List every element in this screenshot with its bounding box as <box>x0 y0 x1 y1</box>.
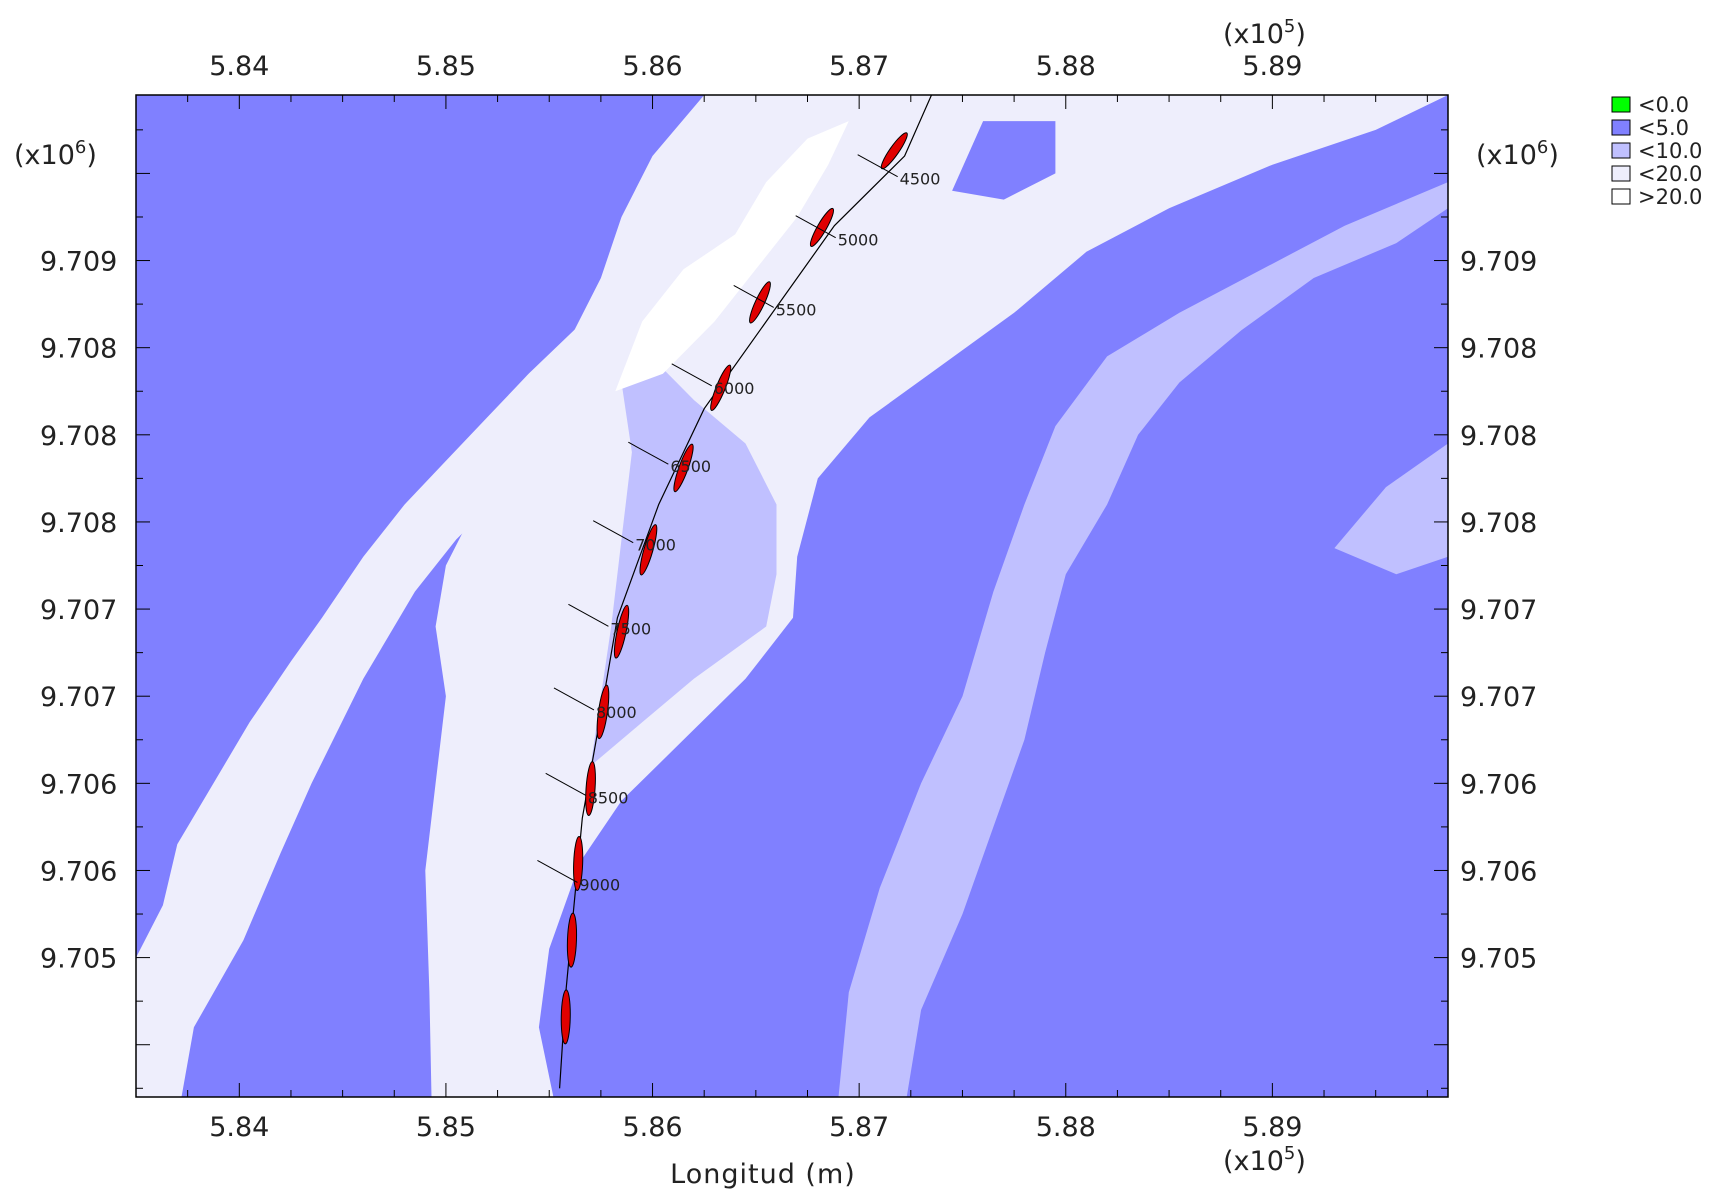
x-tick-label-bottom: 5.85 <box>416 1112 476 1143</box>
chainage-tick <box>568 603 609 627</box>
x-tick-label-bottom: 5.87 <box>829 1112 889 1143</box>
axis-multipliers: (x105) (x105) (x106) (x106) <box>14 16 1559 1177</box>
chainage-label: 5500 <box>776 300 817 319</box>
chainage-tick <box>537 860 578 883</box>
y-tick-label-right: 9.707 <box>1460 595 1537 626</box>
y-tick-label-left: 9.708 <box>40 421 117 452</box>
zone-gt20-channel <box>615 121 849 392</box>
vessel-marker <box>613 604 630 659</box>
chainage-label: 7000 <box>635 536 676 555</box>
legend-label: <10.0 <box>1638 139 1702 163</box>
y-tick-label-left: 9.708 <box>40 508 117 539</box>
x-multiplier-bottom: (x105) <box>1223 1143 1306 1177</box>
zone-lt10-center <box>590 347 777 766</box>
vessel-marker <box>809 207 835 247</box>
y-tick-label-right: 9.705 <box>1460 944 1537 975</box>
y-tick-label-left: 9.706 <box>40 769 117 800</box>
vessel-marker <box>749 281 771 324</box>
vessel-marker <box>585 761 596 817</box>
y-tick-label-left: 9.708 <box>40 334 117 365</box>
x-tick-label-top: 5.89 <box>1242 51 1302 82</box>
x-tick-label-top: 5.85 <box>416 51 476 82</box>
chainage-tick <box>857 154 898 178</box>
y-tick-label-right: 9.708 <box>1460 334 1537 365</box>
axis-ticks <box>135 95 1448 1097</box>
chainage-label: 8000 <box>596 703 637 722</box>
y-tick-label-right: 9.708 <box>1460 421 1537 452</box>
legend-label: <5.0 <box>1638 116 1689 140</box>
x-tick-label-bottom: 5.84 <box>209 1112 269 1143</box>
zone-lt10-right-blob <box>1334 443 1448 575</box>
vessel-marker <box>573 835 584 891</box>
vessel-marker <box>673 443 694 493</box>
y-tick-label-left: 9.706 <box>40 856 117 887</box>
plot-area: 4500 5000 5500 6000 6500 7000 7500 8000 8500 9000 <box>136 95 1448 1097</box>
x-tick-label-bottom: 5.88 <box>1036 1112 1096 1143</box>
chainage-label: 7500 <box>610 619 651 638</box>
y-tick-label-right: 9.706 <box>1460 856 1537 887</box>
x-tick-label-top: 5.88 <box>1036 51 1096 82</box>
x-tick-label-top: 5.87 <box>829 51 889 82</box>
x-multiplier-top: (x105) <box>1223 16 1306 50</box>
x-tick-label-top: 5.84 <box>209 51 269 82</box>
chainage-tick <box>592 520 634 544</box>
y-tick-label-left: 9.705 <box>40 944 117 975</box>
legend-swatch <box>1611 188 1631 205</box>
x-tick-label-top: 5.86 <box>622 51 682 82</box>
legend-swatch <box>1611 165 1631 182</box>
zone-lt5-right <box>906 208 1448 1097</box>
chainage-tick <box>671 363 712 387</box>
x-tick-label-bottom: 5.86 <box>622 1112 682 1143</box>
chainage-tick <box>628 441 669 465</box>
legend-label: >20.0 <box>1638 185 1702 209</box>
legend-swatch <box>1611 96 1631 113</box>
chainage-label: 6500 <box>670 457 711 476</box>
legend: <0.0<5.0<10.0<20.0>20.0 <box>1611 93 1702 209</box>
axis-tick-labels: 5.84 5.84 5.85 5.85 5.86 5.86 5.87 5.87 5.88 5.88… <box>40 51 1537 1143</box>
legend-label: <0.0 <box>1638 93 1689 117</box>
legend-swatch <box>1611 142 1631 159</box>
legend-swatch <box>1611 119 1631 136</box>
zone-lt5-left <box>136 95 777 958</box>
chainage-tick <box>795 215 836 239</box>
y-tick-label-left: 9.707 <box>40 595 117 626</box>
y-tick-label-right: 9.708 <box>1460 508 1537 539</box>
chainage-tick <box>553 687 595 711</box>
vessel-marker <box>566 912 578 968</box>
y-tick-label-left: 9.709 <box>40 247 117 278</box>
chainage-label: 9000 <box>579 875 620 894</box>
vessel-marker <box>560 989 571 1045</box>
chainage-label: 5000 <box>838 231 879 250</box>
y-tick-label-right: 9.706 <box>1460 769 1537 800</box>
vessel-marker <box>880 132 908 170</box>
chainage-label: 8500 <box>588 788 629 807</box>
y-tick-label-right: 9.707 <box>1460 682 1537 713</box>
legend-label: <20.0 <box>1638 162 1702 186</box>
y-tick-label-left: 9.707 <box>40 682 117 713</box>
zone-lt5-top-blob <box>952 121 1056 200</box>
vessel-marker <box>596 684 610 740</box>
x-axis-title: Longitud (m) <box>670 1159 856 1190</box>
chainage-tick <box>545 772 586 796</box>
y-tick-label-right: 9.709 <box>1460 247 1537 278</box>
chainage-label: 6000 <box>714 379 755 398</box>
chainage-label: 4500 <box>900 170 941 189</box>
vessel-marker <box>639 524 658 576</box>
y-multiplier-right: (x106) <box>1476 137 1559 171</box>
x-tick-label-bottom: 5.89 <box>1242 1112 1302 1143</box>
plot-frame <box>135 94 1449 1098</box>
y-multiplier-left: (x106) <box>14 137 97 171</box>
chainage-tick <box>733 284 774 308</box>
vessel-marker <box>710 364 732 411</box>
